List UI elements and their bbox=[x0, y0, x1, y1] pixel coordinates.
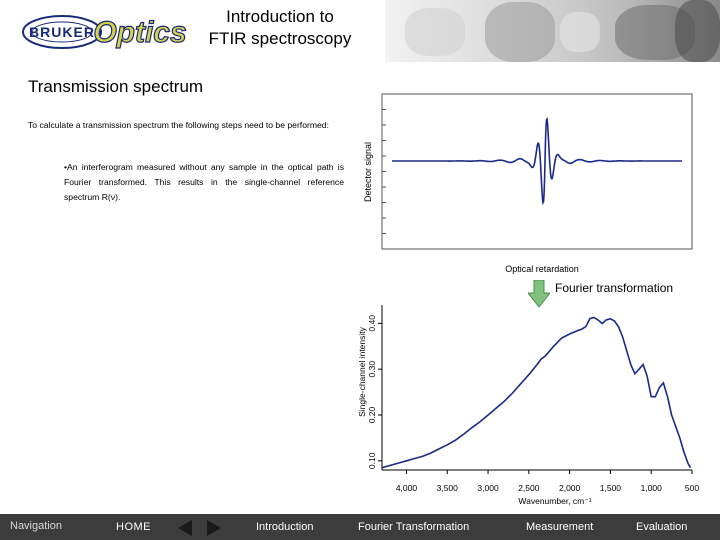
page-title-line1: Introduction to bbox=[226, 7, 334, 26]
interferogram-frame bbox=[381, 93, 693, 250]
spectrum-x-label: Wavenumber, cm⁻¹ bbox=[518, 496, 591, 506]
spectrum-x-tick-label: 1,500 bbox=[600, 483, 622, 493]
spectrum-y-tick-label: 0.20 bbox=[367, 406, 377, 423]
nav-link-introduction[interactable]: Introduction bbox=[256, 521, 314, 533]
spectrum-y-ticks: 0.10 0.20 0.30 0.40 bbox=[367, 315, 382, 469]
spectrum-y-tick-label: 0.30 bbox=[367, 361, 377, 378]
home-button[interactable]: HOME bbox=[116, 521, 151, 533]
bruker-optics-logo: BRUKER Optics bbox=[22, 15, 187, 50]
spectrum-x-tick-label: 1,000 bbox=[641, 483, 663, 493]
nav-link-evaluation[interactable]: Evaluation bbox=[636, 521, 688, 533]
spectrum-line bbox=[381, 316, 692, 469]
spectrum-x-tick-label: 2,000 bbox=[559, 483, 581, 493]
spectrum-x-tick-label: 3,500 bbox=[437, 483, 459, 493]
nav-link-measurement[interactable]: Measurement bbox=[526, 521, 594, 533]
navigation-label: Navigation bbox=[10, 520, 62, 532]
interferogram-y-label: Detector signal bbox=[363, 142, 373, 202]
intro-paragraph: To calculate a transmission spectrum the… bbox=[28, 120, 329, 130]
next-arrow-icon[interactable] bbox=[207, 520, 221, 536]
page-title: Introduction to FTIR spectroscopy bbox=[200, 6, 360, 50]
interferogram-y-ticks bbox=[382, 93, 386, 250]
spectrum-y-label: Single-channel intensity bbox=[357, 326, 367, 417]
spectrum-x-tick-label: 2,500 bbox=[518, 483, 540, 493]
footer-nav-bar: Navigation HOME Introduction Fourier Tra… bbox=[0, 514, 720, 540]
prev-arrow-icon[interactable] bbox=[178, 520, 192, 536]
logo-bruker-text: BRUKER bbox=[29, 24, 95, 40]
page-title-line2: FTIR spectroscopy bbox=[208, 29, 352, 48]
spectrum-y-tick-label: 0.40 bbox=[367, 315, 377, 332]
nav-link-fourier-transformation[interactable]: Fourier Transformation bbox=[358, 521, 470, 533]
single-channel-chart: 0.10 0.20 0.30 0.40 4,000 3,500 3,000 2,500 2,0… bbox=[357, 305, 699, 506]
interferogram-x-label: Optical retardation bbox=[505, 264, 579, 274]
interferogram-chart: Detector signal Optical retardation bbox=[363, 93, 693, 274]
header-photo-collage bbox=[385, 0, 720, 62]
logo-optics-text: Optics bbox=[93, 16, 186, 49]
spectrum-x-tick-label: 4,000 bbox=[396, 483, 418, 493]
spectrum-x-tick-label: 3,000 bbox=[477, 483, 499, 493]
interferogram-line bbox=[392, 116, 682, 206]
spectrum-x-ticks: 4,000 3,500 3,000 2,500 2,000 1,500 1,000 500 bbox=[396, 470, 699, 493]
section-title: Transmission spectrum bbox=[28, 77, 204, 96]
bullet-paragraph: •An interferogram measured without any s… bbox=[64, 162, 344, 202]
header: BRUKER Optics Introduction to FTIR spect… bbox=[0, 0, 720, 62]
fourier-arrow-icon bbox=[528, 280, 550, 308]
spectrum-y-tick-label: 0.10 bbox=[367, 452, 377, 469]
fourier-transformation-label: Fourier transformation bbox=[555, 281, 674, 295]
spectrum-x-tick-label: 500 bbox=[685, 483, 699, 493]
